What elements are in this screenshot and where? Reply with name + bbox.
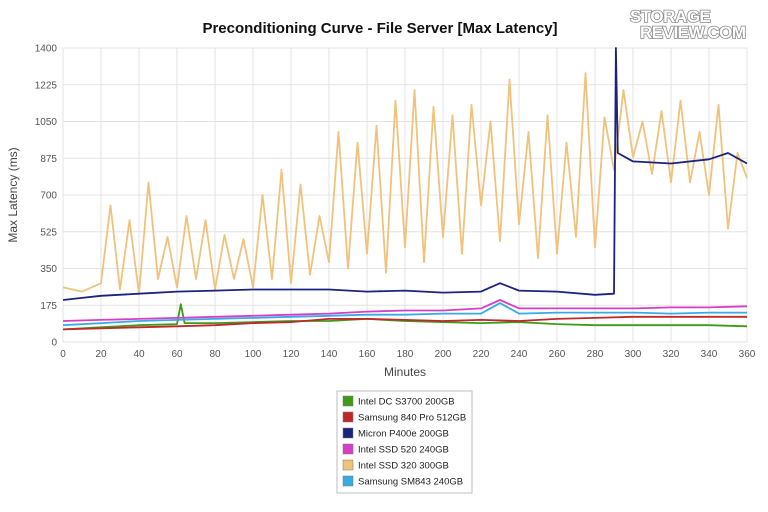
x-tick-label: 20 [95, 349, 107, 360]
legend-swatch [342, 443, 354, 455]
chart-title: Preconditioning Curve - File Server [Max… [202, 20, 557, 37]
y-tick-label: 1225 [35, 80, 58, 91]
y-tick-label: 1050 [35, 117, 58, 128]
legend: Intel DC S3700 200GB Samsung 840 Pro 512G… [342, 395, 466, 488]
legend-label: Samsung 840 Pro 512GB [358, 413, 466, 424]
legend-label: Intel DC S3700 200GB [358, 397, 455, 408]
x-tick-label: 280 [587, 349, 604, 360]
x-axis-label: Minutes [384, 365, 426, 379]
series-line-intel-ssd-320-300gb [62, 72, 748, 295]
legend-swatch [342, 475, 354, 487]
x-tick-label: 340 [701, 349, 718, 360]
x-tick-label: 60 [171, 349, 183, 360]
grid [62, 47, 748, 343]
y-tick-label: 175 [40, 301, 57, 312]
logo-line1: STORAGE [630, 7, 710, 26]
x-tick-label: 140 [321, 349, 338, 360]
x-tick-label: 40 [133, 349, 145, 360]
x-tick-label: 180 [397, 349, 414, 360]
y-axis: 0 175 350 525 700 875 1050 1225 1400 [35, 44, 58, 349]
x-tick-label: 160 [359, 349, 376, 360]
x-tick-label: 120 [283, 349, 300, 360]
y-tick-label: 1400 [35, 44, 58, 55]
series-line-samsung-840-pro-512gb [62, 315, 747, 331]
legend-label: Intel SSD 520 240GB [358, 445, 449, 456]
x-tick-label: 100 [245, 349, 262, 360]
x-tick-label: 240 [511, 349, 528, 360]
series-line-intel-ssd-520-240gb [62, 299, 748, 322]
x-tick-label: 80 [209, 349, 221, 360]
y-tick-label: 0 [51, 338, 57, 349]
x-tick-label: 320 [663, 349, 680, 360]
series-line-samsung-sm843-240gb [62, 302, 747, 327]
legend-swatch [342, 395, 354, 407]
storagereview-logo: STORAGE REVIEW.COM [629, 6, 747, 43]
x-tick-label: 360 [739, 349, 756, 360]
x-tick-label: 220 [473, 349, 490, 360]
y-tick-label: 350 [40, 264, 57, 275]
y-tick-label: 700 [40, 191, 57, 202]
legend-label: Micron P400e 200GB [358, 429, 449, 440]
x-axis: 0 20 40 60 80 100 120 140 160 180 200 220 240 260 280 3… [60, 349, 756, 360]
x-tick-label: 0 [60, 349, 66, 360]
x-tick-label: 260 [549, 349, 566, 360]
legend-swatch [342, 459, 354, 471]
legend-label: Samsung SM843 240GB [358, 477, 463, 488]
series-lines [62, 47, 748, 331]
y-axis-label: Max Latency (ms) [6, 147, 20, 242]
x-tick-label: 200 [435, 349, 452, 360]
logo-line2: REVIEW.COM [640, 23, 746, 42]
series-line-micron-p400e-200gb [62, 47, 748, 301]
legend-swatch [342, 427, 354, 439]
legend-label: Intel SSD 320 300GB [358, 461, 449, 472]
y-tick-label: 525 [40, 227, 57, 238]
y-tick-label: 875 [40, 154, 57, 165]
x-tick-label: 300 [625, 349, 642, 360]
legend-swatch [342, 411, 354, 423]
legend-box [336, 390, 473, 494]
